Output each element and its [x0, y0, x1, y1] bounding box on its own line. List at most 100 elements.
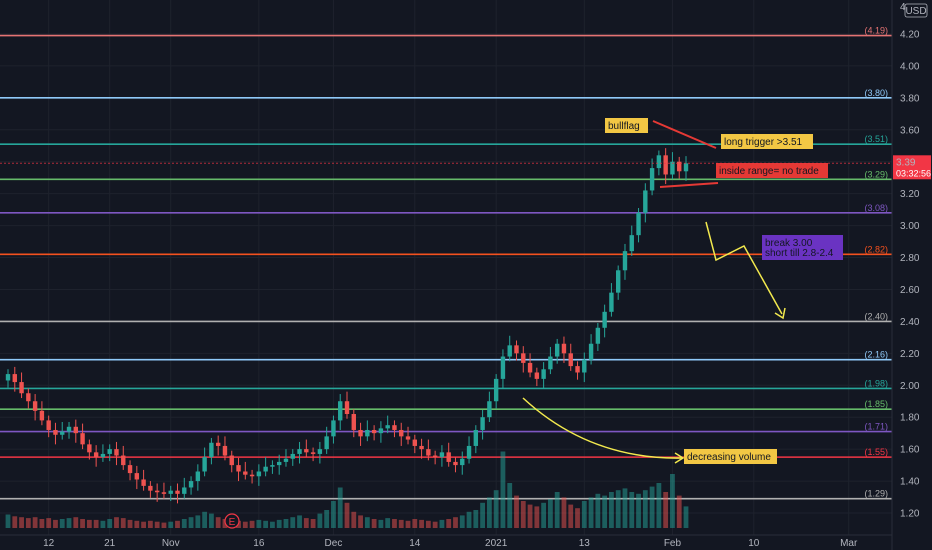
- candle-body: [66, 426, 72, 432]
- candle-body: [141, 479, 146, 486]
- volume-bar: [59, 519, 65, 528]
- currency-badge[interactable]: USD: [904, 3, 928, 18]
- level-label: (2.40): [864, 311, 888, 321]
- candle-body: [378, 428, 384, 434]
- time-axis[interactable]: 1221Nov16Dec14202113Feb10Mar15: [0, 534, 932, 549]
- candle-body: [256, 471, 262, 477]
- volume-bar: [358, 515, 363, 528]
- bullflag-bottom-line: [659, 182, 719, 188]
- candle-body: [100, 453, 106, 458]
- candle-body: [521, 353, 526, 363]
- candle-body: [32, 401, 38, 411]
- volume-bar: [520, 501, 526, 528]
- x-tick-label: 10: [748, 538, 760, 549]
- volume-curve-arrow-head: [674, 452, 685, 464]
- level-label: (1.85): [864, 399, 888, 409]
- candle-body: [500, 356, 506, 379]
- x-tick-label: 2021: [485, 538, 508, 549]
- annotation-box: [762, 235, 843, 250]
- candle-body: [283, 458, 289, 462]
- volume-bar: [480, 502, 485, 528]
- candle-body: [473, 429, 479, 446]
- y-tick-label: 2.20: [900, 349, 920, 360]
- annotation-text: decreasing volume: [687, 452, 771, 463]
- x-tick-label: 12: [43, 538, 55, 549]
- volume-bar: [181, 519, 187, 528]
- earnings-letter: E: [229, 517, 236, 528]
- candle-body: [93, 452, 99, 458]
- y-tick-label: 1.20: [900, 509, 920, 520]
- price-badge-value: 3.39: [896, 157, 916, 168]
- candle-body: [663, 155, 668, 175]
- y-tick-label: 1.80: [900, 413, 920, 424]
- candle-body: [670, 161, 675, 175]
- candle-body: [432, 455, 438, 458]
- volume-bar: [392, 519, 397, 528]
- candle-body: [554, 343, 560, 357]
- annotation-text: short till 2.8-2.4: [765, 248, 834, 259]
- candle-body: [575, 366, 580, 373]
- annotation-box: [762, 247, 843, 260]
- candlesticks: [5, 148, 689, 504]
- projection-arrow-head: [774, 307, 786, 320]
- volume-bar: [73, 517, 79, 528]
- candle-body: [622, 251, 628, 271]
- volume-bar: [527, 504, 533, 528]
- x-tick-label: Nov: [162, 538, 180, 549]
- candle-body: [270, 465, 275, 467]
- volume-bar: [541, 502, 547, 528]
- volume-bars: [5, 451, 689, 528]
- candle-body: [188, 481, 194, 488]
- candle-body: [426, 449, 431, 456]
- volume-bar: [141, 521, 146, 528]
- earnings-marker[interactable]: E: [224, 513, 240, 529]
- candle-body: [412, 439, 417, 446]
- level-label: (2.16): [864, 350, 888, 360]
- volume-bar: [609, 492, 614, 528]
- volume-bar: [297, 515, 302, 528]
- candle-body: [351, 414, 356, 430]
- price-axis[interactable]: 1.20 1.40 1.60 1.80 2.00 2.20 2.40 2.60 2.80 3.00…: [891, 0, 932, 550]
- x-tick-label: 13: [579, 538, 591, 549]
- annotation: bullflag: [605, 118, 648, 133]
- candle-body: [148, 485, 153, 491]
- volume-bar: [364, 517, 370, 528]
- candle-body: [304, 449, 309, 453]
- volume-bar: [154, 521, 160, 528]
- volume-bar: [317, 513, 323, 528]
- candle-body: [134, 473, 140, 480]
- y-tick-label: 1.40: [900, 477, 920, 488]
- volume-bar: [554, 492, 560, 528]
- candle-body: [229, 455, 234, 466]
- volume-bar: [378, 519, 384, 528]
- candle-body: [568, 353, 573, 367]
- candle-body: [371, 429, 377, 434]
- candle-body: [439, 452, 445, 458]
- candle-body: [480, 417, 485, 430]
- candle-body: [236, 465, 241, 472]
- volume-bar: [629, 492, 635, 528]
- volume-bar: [195, 515, 201, 528]
- candle-body: [243, 471, 248, 475]
- volume-bar: [93, 519, 99, 528]
- volume-bar: [256, 519, 262, 528]
- candle-body: [39, 410, 45, 421]
- volume-curve-arrow: [522, 397, 684, 459]
- x-tick-label: Dec: [325, 538, 343, 549]
- volume-bar: [242, 521, 248, 528]
- candle-body: [616, 270, 621, 293]
- candle-body: [405, 436, 411, 440]
- candle-body: [649, 168, 655, 191]
- candle-body: [263, 466, 268, 472]
- volume-bar: [595, 493, 601, 528]
- candle-body: [487, 401, 492, 418]
- y-tick-label: 3.20: [900, 189, 920, 200]
- y-tick-label: 2.60: [900, 285, 920, 296]
- volume-bar: [120, 518, 126, 528]
- candle-body: [677, 161, 682, 172]
- candle-body: [534, 372, 540, 379]
- candle-body: [60, 431, 65, 435]
- candle-body: [399, 429, 404, 437]
- volume-bar: [161, 522, 167, 528]
